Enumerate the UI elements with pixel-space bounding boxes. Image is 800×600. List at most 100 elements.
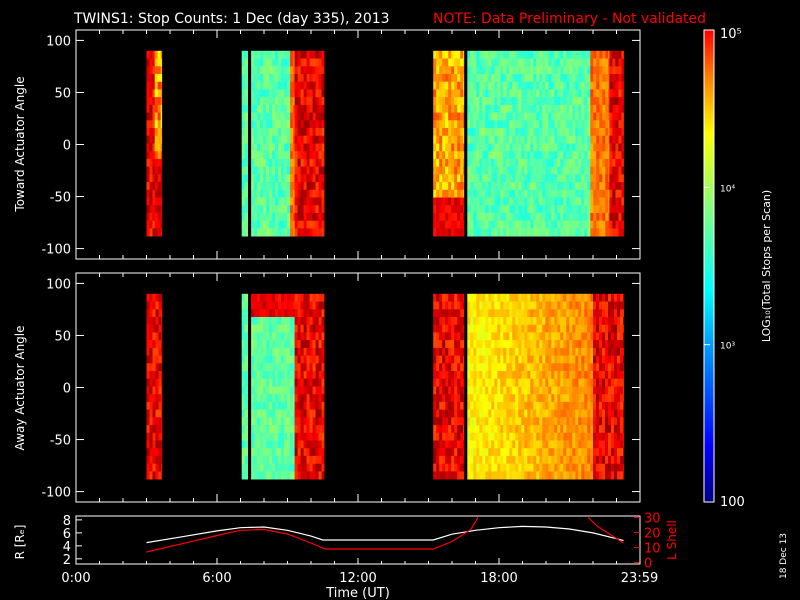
toward-heatmap-cell xyxy=(494,97,498,106)
away-heatmap-cell xyxy=(272,425,276,434)
away-heatmap-cell xyxy=(563,455,567,464)
away-heatmap-cell xyxy=(439,409,443,418)
away-heatmap-cell xyxy=(473,378,477,387)
toward-heatmap-cell xyxy=(494,50,498,59)
away-heatmap-cell xyxy=(485,455,489,464)
away-heatmap-cell xyxy=(473,363,477,372)
toward-heatmap-cell xyxy=(312,112,316,121)
away-heatmap-cell xyxy=(551,293,555,302)
away-heatmap-cell xyxy=(152,301,156,310)
toward-heatmap-cell xyxy=(467,104,471,113)
toward-heatmap-cell xyxy=(254,220,258,229)
toward-heatmap-cell xyxy=(506,212,510,221)
away-heatmap-cell xyxy=(548,386,552,395)
away-heatmap-cell xyxy=(281,463,285,472)
toward-heatmap-cell xyxy=(263,212,267,221)
toward-heatmap-cell xyxy=(539,205,543,214)
toward-heatmap-cell xyxy=(527,174,531,183)
toward-heatmap-cell xyxy=(160,97,163,106)
away-heatmap-cell xyxy=(545,347,549,356)
toward-heatmap-cell xyxy=(596,50,600,59)
toward-heatmap-cell xyxy=(524,97,528,106)
away-heatmap-cell xyxy=(454,394,458,403)
toward-heatmap-cell xyxy=(575,66,579,75)
toward-heatmap-cell xyxy=(293,97,295,106)
toward-heatmap-cell xyxy=(521,197,525,206)
toward-heatmap-cell xyxy=(309,151,313,160)
toward-heatmap-cell xyxy=(315,174,319,183)
away-heatmap-cell xyxy=(278,301,282,310)
toward-heatmap-cell xyxy=(512,135,516,144)
toward-heatmap-cell xyxy=(479,205,483,214)
toward-heatmap-cell xyxy=(557,174,561,183)
away-heatmap-cell xyxy=(275,394,279,403)
away-heatmap-cell xyxy=(318,371,322,380)
away-heatmap-cell xyxy=(312,417,316,426)
toward-heatmap-cell xyxy=(518,197,522,206)
away-heatmap-cell xyxy=(318,324,322,333)
toward-heatmap-cell xyxy=(485,112,489,121)
toward-heatmap-cell xyxy=(521,205,525,214)
toward-heatmap-cell xyxy=(581,66,585,75)
toward-heatmap-cell xyxy=(605,166,609,175)
away-heatmap-cell xyxy=(284,347,288,356)
toward-heatmap-cell xyxy=(578,220,582,229)
toward-heatmap-cell xyxy=(590,120,594,129)
toward-heatmap-cell xyxy=(263,74,267,83)
away-heatmap-cell xyxy=(497,432,501,441)
away-heatmap-cell xyxy=(596,440,600,449)
away-heatmap-cell xyxy=(433,425,437,434)
away-heatmap-cell xyxy=(551,394,555,403)
toward-heatmap-cell xyxy=(146,135,150,144)
away-heatmap-cell xyxy=(436,324,440,333)
toward-heatmap-cell xyxy=(485,50,489,59)
away-heatmap-cell xyxy=(608,394,612,403)
away-heatmap-cell xyxy=(506,309,510,318)
away-heatmap-cell xyxy=(315,293,319,302)
toward-heatmap-cell xyxy=(602,120,606,129)
toward-heatmap-cell xyxy=(297,143,301,152)
toward-heatmap-cell xyxy=(244,135,248,144)
toward-heatmap-cell xyxy=(312,104,316,113)
toward-heatmap-cell xyxy=(593,143,597,152)
away-heatmap-cell xyxy=(614,394,618,403)
away-heatmap-cell xyxy=(454,347,458,356)
toward-heatmap-cell xyxy=(281,97,285,106)
toward-heatmap-cell xyxy=(618,143,622,152)
away-heatmap-cell xyxy=(445,324,449,333)
toward-heatmap-cell xyxy=(494,104,498,113)
toward-heatmap-cell xyxy=(581,74,585,83)
away-heatmap-cell xyxy=(620,347,624,356)
away-heatmap-cell xyxy=(290,425,294,434)
away-heatmap-cell xyxy=(161,363,163,372)
away-heatmap-cell xyxy=(497,317,501,326)
away-heatmap-cell xyxy=(290,417,294,426)
away-heatmap-cell xyxy=(506,409,510,418)
away-heatmap-cell xyxy=(152,471,156,480)
away-heatmap-cell xyxy=(433,332,437,341)
away-heatmap-cell xyxy=(460,355,464,364)
away-x-ticks xyxy=(75,273,641,502)
away-heatmap-cell xyxy=(146,371,150,380)
toward-heatmap-cell xyxy=(554,81,558,90)
toward-heatmap-cell xyxy=(587,143,591,152)
toward-heatmap-cell xyxy=(321,220,325,229)
toward-heatmap-cell xyxy=(266,220,270,229)
away-heatmap-cell xyxy=(587,440,591,449)
away-heatmap-cell xyxy=(521,301,525,310)
toward-heatmap-cell xyxy=(149,228,153,237)
toward-heatmap-cell xyxy=(254,197,258,206)
away-heatmap-cell xyxy=(581,440,585,449)
away-heatmap-cell xyxy=(527,371,531,380)
toward-heatmap-cell xyxy=(566,228,570,237)
colorbar-label: LOG₁₀(Total Stops per Scan) xyxy=(760,190,773,342)
toward-heatmap-cell xyxy=(439,120,443,129)
toward-heatmap-cell xyxy=(318,182,322,191)
away-heatmap-cell xyxy=(575,417,579,426)
away-heatmap-cell xyxy=(581,386,585,395)
away-heatmap-cell xyxy=(257,355,261,364)
away-heatmap-cell xyxy=(518,309,522,318)
toward-heatmap-cell xyxy=(518,128,522,137)
toward-heatmap-cell xyxy=(241,151,246,160)
away-heatmap-cell xyxy=(515,440,519,449)
